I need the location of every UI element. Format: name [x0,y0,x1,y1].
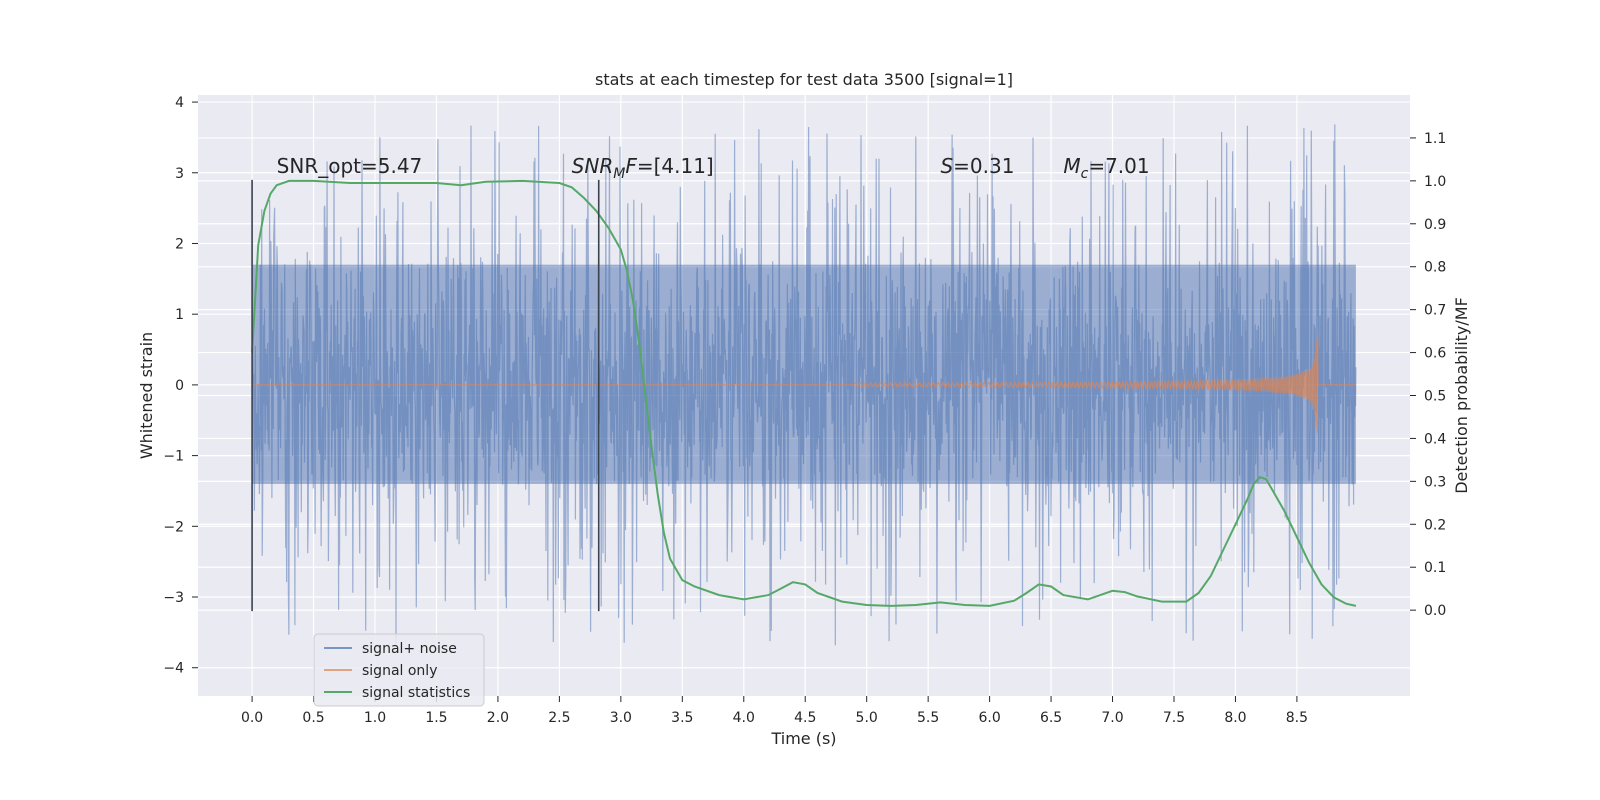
x-tick-label: 1.5 [425,710,447,726]
tick-labels: 0.0 0.5 1.0 1.5 2.0 2.5 3.0 3.5 4.0 4.5 5.0 5.5 6.0 6… [163,95,1446,726]
annotations: SNR_opt=5.47 SNRMF=[4.11] S=0.31 Mc=7.01 [277,154,1150,182]
x-tick-label: 3.5 [671,710,693,726]
y-tick-label: 1 [175,307,184,323]
x-tick-label: 0.5 [302,710,324,726]
y-tick-label: 4 [175,95,184,111]
y-tick-label: −3 [163,590,184,606]
annotation-text: SNRMF=[4.11] [572,154,714,182]
annotation-text: S=0.31 [940,154,1014,178]
x-tick-label: 5.5 [917,710,939,726]
x-tick-label: 7.5 [1163,710,1185,726]
series-signal-noise [251,124,1357,646]
x-tick-label: 4.5 [794,710,816,726]
series-signal-only [252,333,1356,434]
x-tick-label: 8.5 [1286,710,1308,726]
x-tick-label: 3.0 [610,710,632,726]
legend-entry-label: signal+ noise [362,641,457,657]
vertical-markers [251,179,600,612]
y-tick-label: −1 [163,449,184,465]
series-signal-statistics [251,179,1357,607]
x-tick-label: 1.0 [364,710,386,726]
x-tick-label: 2.0 [487,710,509,726]
y-tick-label: 3 [175,166,184,182]
legend-box [313,633,485,707]
annotation-text: Mc=7.01 [1063,154,1149,182]
annotation-text: SNR_opt=5.47 [277,154,423,178]
y-tick-label: 0 [175,378,184,394]
y2-tick-label: 0.7 [1424,303,1446,319]
y2-tick-label: 0.5 [1424,389,1446,405]
x-tick-label: 0.0 [241,710,263,726]
y-tick-label: −2 [163,519,184,535]
y-axis-label: Whitened strain [137,332,156,459]
legend-entry-label: signal statistics [362,685,470,701]
x-tick-label: 8.0 [1224,710,1246,726]
y2-tick-label: 1.1 [1424,131,1446,147]
x-tick-label: 2.5 [548,710,570,726]
y2-tick-label: 0.4 [1424,431,1446,447]
y2-tick-label: 0.3 [1424,474,1446,490]
series-layer [251,124,1357,646]
y-tick-label: −4 [163,661,184,677]
x-tick-label: 4.0 [733,710,755,726]
y2-tick-label: 0.6 [1424,346,1446,362]
x-tick-label: 6.0 [978,710,1000,726]
y2-tick-label: 1.0 [1424,174,1446,190]
y2-tick-label: 0.2 [1424,517,1446,533]
x-axis-label: Time (s) [770,729,836,748]
y2-axis-label: Detection probability/MF [1452,297,1471,494]
legend-entry-label: signal only [362,663,437,679]
x-tick-label: 5.0 [856,710,878,726]
y2-tick-label: 0.0 [1424,603,1446,619]
legend: signal+ noise signal only signal statistic… [313,633,485,707]
y2-tick-label: 0.1 [1424,560,1446,576]
y-tick-label: 2 [175,236,184,252]
x-tick-label: 7.0 [1101,710,1123,726]
y2-tick-label: 0.9 [1424,217,1446,233]
chart-title: stats at each timestep for test data 350… [595,70,1013,89]
x-tick-label: 6.5 [1040,710,1062,726]
y2-tick-label: 0.8 [1424,260,1446,276]
